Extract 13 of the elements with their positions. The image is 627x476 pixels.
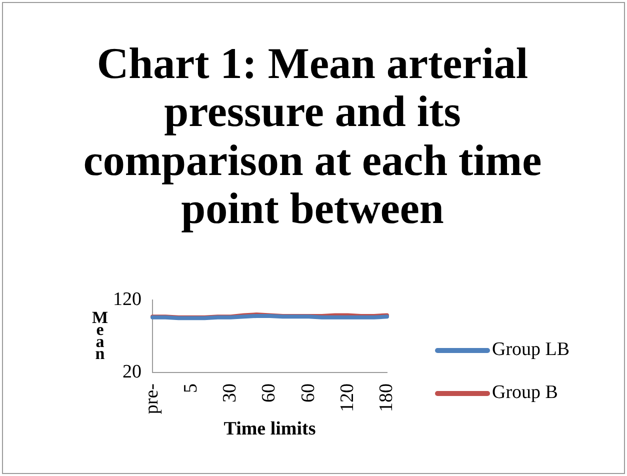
x-tick-label: 60 (258, 384, 280, 402)
x-tick-label: 120 (336, 384, 358, 412)
chart-title: Chart 1: Mean arterial pressure and its comparison at each time point between (82, 39, 543, 234)
x-axis-title: Time limits (224, 418, 316, 440)
x-tick-label: 5 (180, 384, 202, 393)
y-axis-title: Mean (92, 308, 108, 363)
legend-label: Group LB (492, 339, 570, 361)
legend-label: Group B (492, 382, 558, 404)
x-tick-label: 180 (376, 384, 397, 412)
y-tick-label: 20 (122, 361, 142, 382)
x-tick-label: pre- (141, 384, 162, 414)
x-tick-label: 30 (220, 384, 241, 402)
x-tick-label: 60 (298, 384, 319, 402)
